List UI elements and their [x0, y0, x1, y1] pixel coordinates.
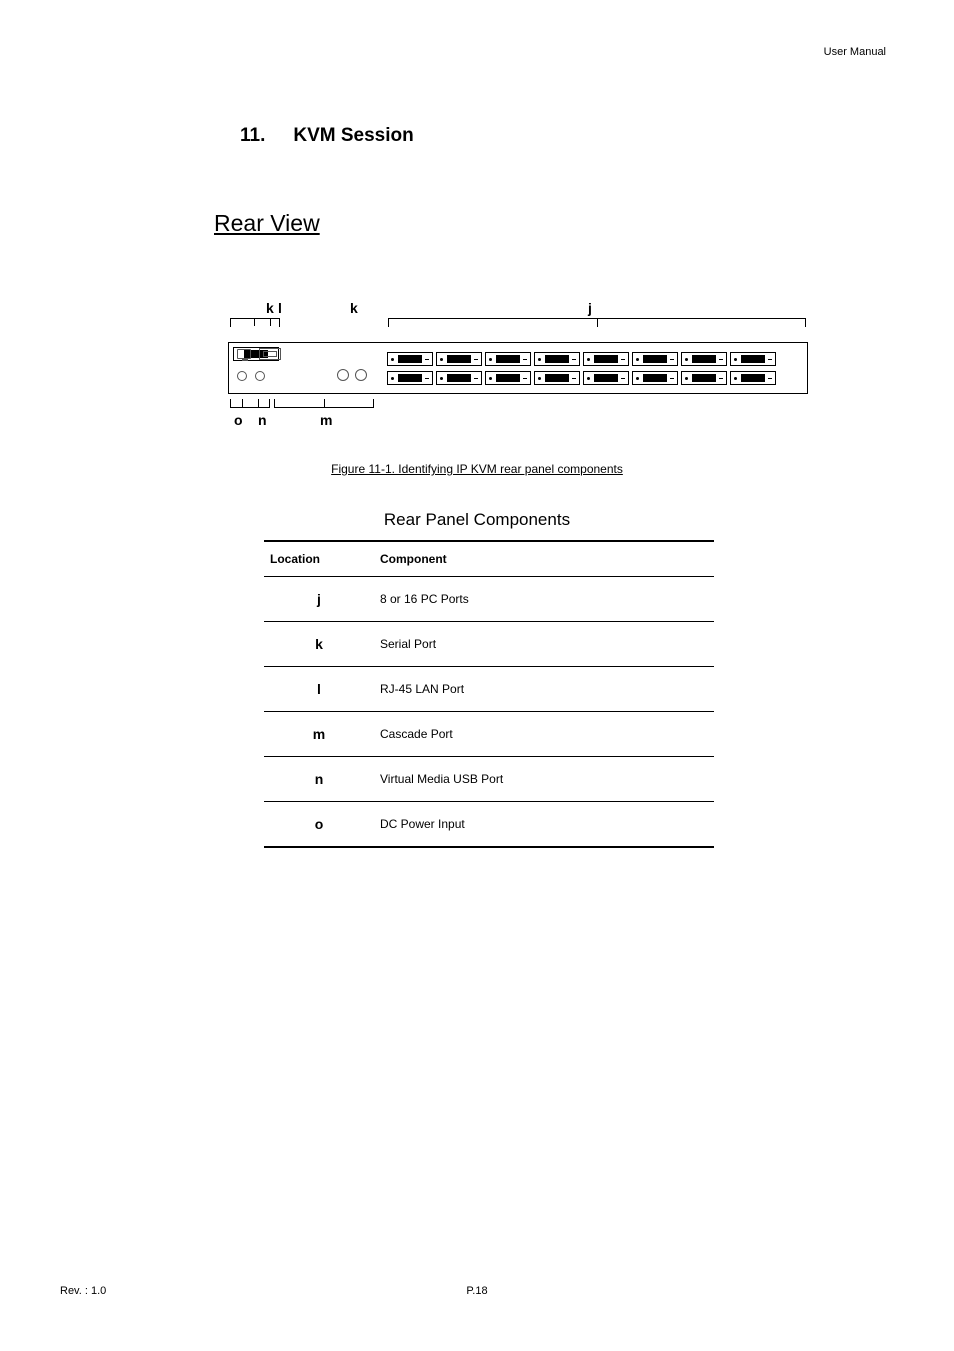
- cell-comp: Virtual Media USB Port: [374, 757, 714, 802]
- table-row: lRJ-45 LAN Port: [264, 667, 714, 712]
- cell-comp: RJ-45 LAN Port: [374, 667, 714, 712]
- ps2-icon: [337, 369, 349, 381]
- dc-jack-icon: [237, 371, 247, 381]
- cell-loc: m: [264, 712, 374, 757]
- rear-panel-body: [228, 342, 808, 394]
- callout-j: j: [588, 300, 592, 316]
- table-row: mCascade Port: [264, 712, 714, 757]
- monitor-icon: [237, 349, 251, 359]
- bracket-kl-tick2: [270, 318, 271, 326]
- callout-n: n: [258, 412, 267, 428]
- header-user-manual: User Manual: [824, 46, 886, 58]
- callout-o: o: [234, 412, 243, 428]
- bracket-kl: [230, 318, 280, 326]
- cell-comp: Serial Port: [374, 622, 714, 667]
- bracket-on: [230, 400, 270, 408]
- callout-k: k: [350, 300, 358, 316]
- pc-ports-block: [383, 347, 803, 389]
- cell-loc: j: [264, 577, 374, 622]
- section-title: Rear View: [214, 210, 320, 237]
- cell-loc: k: [264, 622, 374, 667]
- ps2-icon-2: [355, 369, 367, 381]
- left-io-block: [233, 347, 383, 389]
- table-row: oDC Power Input: [264, 802, 714, 848]
- usb-jack-icon: [255, 371, 265, 381]
- figure-caption: Figure 11-1. Identifying IP KVM rear pan…: [0, 462, 954, 476]
- pc-ports-row-bottom: [387, 371, 799, 385]
- cell-comp: 8 or 16 PC Ports: [374, 577, 714, 622]
- th-location: Location: [264, 541, 374, 577]
- footer-page: P.18: [0, 1285, 954, 1297]
- cell-loc: n: [264, 757, 374, 802]
- rear-panel-diagram: k l k j: [228, 300, 808, 440]
- cell-loc: o: [264, 802, 374, 848]
- cell-loc: l: [264, 667, 374, 712]
- table-row: j8 or 16 PC Ports: [264, 577, 714, 622]
- bracket-j: [388, 318, 806, 326]
- callout-m: m: [320, 412, 332, 428]
- pc-ports-row-top: [387, 352, 799, 366]
- chapter-heading: 11. KVM Session: [240, 125, 414, 147]
- bracket-m: [274, 400, 374, 408]
- cell-comp: Cascade Port: [374, 712, 714, 757]
- callout-k-left: k: [266, 300, 274, 316]
- chapter-number: 11.: [240, 125, 265, 146]
- chapter-title: KVM Session: [293, 125, 413, 146]
- rj45-icon: [259, 348, 281, 360]
- th-component: Component: [374, 541, 714, 577]
- callout-l: l: [278, 300, 282, 316]
- table-row: nVirtual Media USB Port: [264, 757, 714, 802]
- bracket-kl-tick: [254, 318, 255, 326]
- table-title: Rear Panel Components: [0, 510, 954, 530]
- cell-comp: DC Power Input: [374, 802, 714, 848]
- table-row: kSerial Port: [264, 622, 714, 667]
- rear-panel-table: Location Component j8 or 16 PC Ports kSe…: [264, 540, 714, 848]
